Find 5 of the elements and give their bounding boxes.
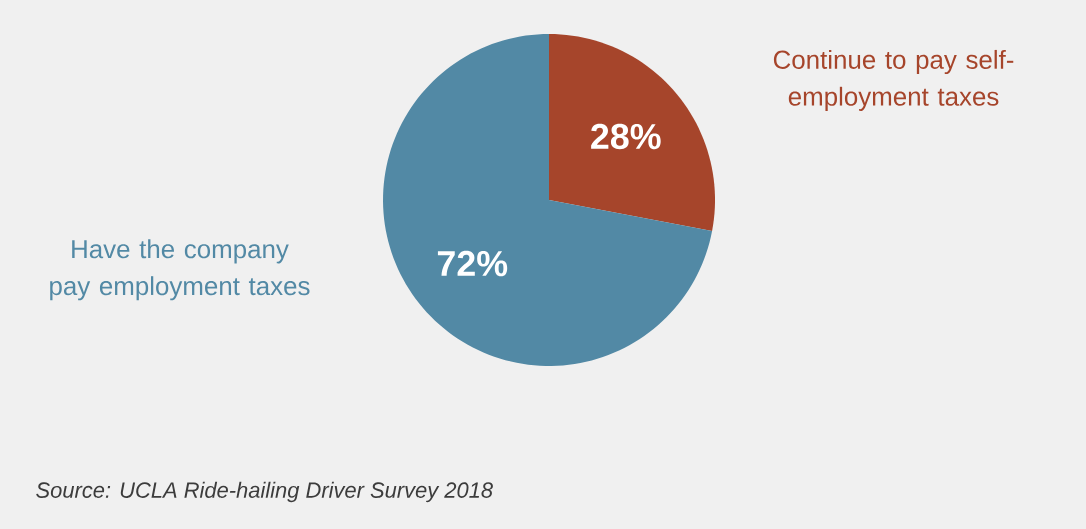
slice-label: Continue to pay self-employment taxes <box>773 49 1014 111</box>
slice-label: Have the company pay employment taxes <box>50 239 310 301</box>
source-note: Source: UCLA Ride-hailing Driver Survey 2018 <box>36 481 493 503</box>
data-label: 28% <box>591 123 661 150</box>
data-label: 72% <box>437 250 508 277</box>
